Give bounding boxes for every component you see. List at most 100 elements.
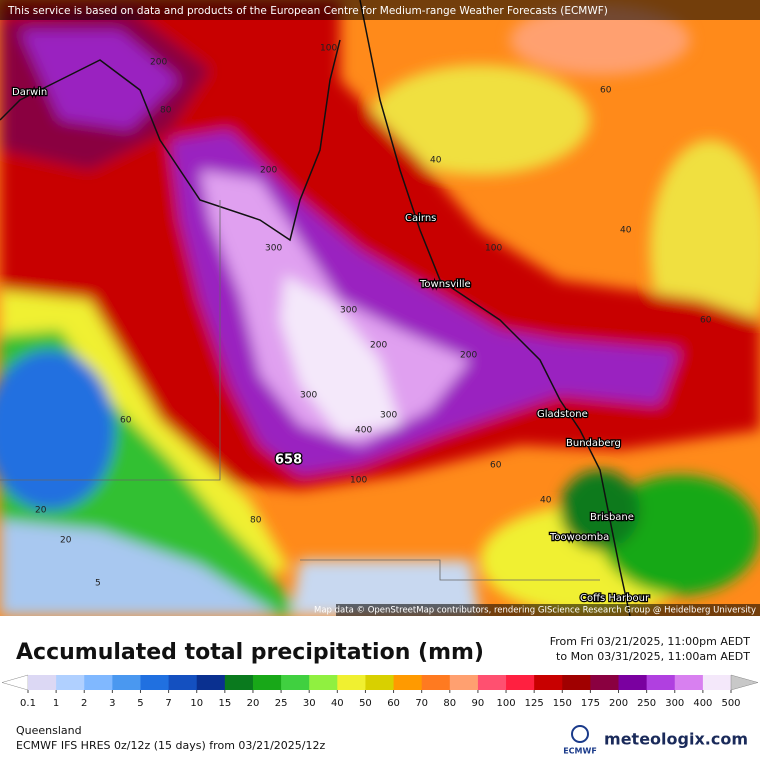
attribution: Map data © OpenStreetMap contributors, r… bbox=[314, 606, 756, 616]
city-label: Toowoomba bbox=[549, 532, 609, 543]
contour-label: 400 bbox=[355, 426, 372, 436]
city-label: Cairns bbox=[405, 213, 436, 224]
colorbar-label: 70 bbox=[415, 698, 428, 709]
colorbar-label: 50 bbox=[359, 698, 372, 709]
colorbar-cell bbox=[337, 675, 366, 690]
state-border bbox=[0, 200, 221, 481]
city-label: Darwin bbox=[12, 87, 47, 98]
precip-area bbox=[280, 275, 400, 435]
colorbar-cell bbox=[534, 675, 563, 690]
colorbar: 0.1 1 2 3 5 7 10 15 20 25 30 40 50 60 70 80 90 100 125 150 1… bbox=[1, 674, 759, 709]
city-labels: Darwin Cairns Townsville Gladstone Bunda… bbox=[11, 86, 651, 606]
precip-area bbox=[20, 30, 180, 130]
colorbar-cell bbox=[56, 675, 85, 690]
colorbar-label: 0.1 bbox=[20, 698, 36, 709]
max-label: 658 bbox=[275, 453, 302, 468]
colorbar-cell bbox=[112, 675, 141, 690]
contour-label: 200 bbox=[150, 58, 167, 68]
contour-labels: 200 100 80 200 300 300 200 400 300 300 200 100 60 40 4… bbox=[35, 44, 712, 589]
colorbar-cell bbox=[702, 675, 732, 690]
contour-label: 200 bbox=[460, 351, 477, 361]
colorbar-label: 175 bbox=[581, 698, 600, 709]
contour-label: 300 bbox=[265, 244, 282, 254]
colorbar-cell bbox=[618, 675, 648, 690]
colorbar-label: 60 bbox=[387, 698, 400, 709]
map: Darwin Cairns Townsville Gladstone Bunda… bbox=[0, 0, 760, 616]
precip-area bbox=[370, 65, 590, 175]
colorbar-cell bbox=[477, 675, 507, 690]
colorbar-cell bbox=[449, 675, 479, 690]
city-label: Coffs Harbour bbox=[580, 593, 650, 604]
contour-label: 100 bbox=[350, 476, 367, 486]
colorbar-cell bbox=[421, 675, 451, 690]
precip-area bbox=[510, 5, 690, 75]
colorbar-cell bbox=[224, 675, 254, 690]
city-label: Townsville bbox=[419, 279, 471, 290]
precip-area bbox=[0, 350, 115, 510]
coastline bbox=[359, 0, 631, 616]
colorbar-cell bbox=[196, 675, 226, 690]
contour-label: 300 bbox=[300, 391, 317, 401]
colorbar-cell bbox=[28, 675, 57, 690]
contour-label: 60 bbox=[120, 416, 132, 426]
contour-label: 60 bbox=[600, 86, 612, 96]
contour-label: 200 bbox=[370, 341, 387, 351]
colorbar-label: 25 bbox=[275, 698, 288, 709]
colorbar-cell bbox=[140, 675, 170, 690]
contour-label: 40 bbox=[430, 156, 442, 166]
colorbar-label: 300 bbox=[665, 698, 684, 709]
meteologix-logo: meteologix.com bbox=[604, 730, 748, 749]
city-label: Bundaberg bbox=[566, 438, 621, 449]
precip-field bbox=[0, 0, 760, 616]
contour-label: 20 bbox=[60, 536, 72, 546]
colorbar-label: 5 bbox=[137, 698, 143, 709]
colorbar-cell bbox=[309, 675, 338, 690]
city-label: Brisbane bbox=[590, 512, 634, 523]
coastline bbox=[0, 39, 341, 242]
city-label: Gladstone bbox=[537, 409, 588, 420]
notice: This service is based on data and produc… bbox=[7, 5, 608, 17]
colorbar-label: 15 bbox=[218, 698, 231, 709]
title: Accumulated total precipitation (mm) bbox=[16, 640, 484, 665]
colorbar-cell bbox=[393, 675, 423, 690]
attribution-bg bbox=[336, 604, 760, 616]
colorbar-cell bbox=[506, 675, 535, 690]
contour-label: 20 bbox=[35, 506, 47, 516]
contour-label: 40 bbox=[620, 226, 632, 236]
region: Queensland bbox=[16, 724, 82, 737]
colorbar-label: 7 bbox=[165, 698, 171, 709]
contour-label: 80 bbox=[250, 516, 262, 526]
period-from: From Fri 03/21/2025, 11:00pm AEDT bbox=[550, 635, 751, 648]
contour-label: 300 bbox=[340, 306, 357, 316]
colorbar-cell bbox=[674, 675, 704, 690]
precip-area bbox=[560, 470, 640, 550]
colorbar-cell bbox=[252, 675, 282, 690]
colorbar-label: 125 bbox=[525, 698, 544, 709]
colorbar-arrow-low bbox=[1, 674, 29, 691]
precip-area bbox=[290, 560, 480, 616]
contour-label: 60 bbox=[490, 461, 502, 471]
colorbar-cell bbox=[281, 675, 310, 690]
period-to: to Mon 03/31/2025, 11:00am AEDT bbox=[556, 650, 750, 663]
colorbar-arrow-high bbox=[730, 674, 759, 691]
ecmwf-icon bbox=[571, 725, 589, 743]
colorbar-cell bbox=[590, 675, 620, 690]
colorbar-label: 250 bbox=[637, 698, 656, 709]
colorbar-label: 2 bbox=[81, 698, 87, 709]
colorbar-label: 200 bbox=[609, 698, 628, 709]
ecmwf-logo: ECMWF bbox=[563, 747, 597, 756]
precip-area bbox=[600, 475, 760, 595]
contour-label: 100 bbox=[485, 244, 502, 254]
colorbar-label: 400 bbox=[693, 698, 712, 709]
colorbar-label: 500 bbox=[721, 698, 740, 709]
contour-label: 5 bbox=[95, 579, 101, 589]
contour-label: 100 bbox=[320, 44, 337, 54]
contour-label: 300 bbox=[380, 411, 397, 421]
colorbar-cell bbox=[84, 675, 113, 690]
colorbar-label: 100 bbox=[496, 698, 515, 709]
notice-bar bbox=[0, 0, 760, 20]
state-border bbox=[300, 559, 600, 581]
contour-label: 200 bbox=[260, 166, 277, 176]
precip-area bbox=[0, 520, 280, 616]
